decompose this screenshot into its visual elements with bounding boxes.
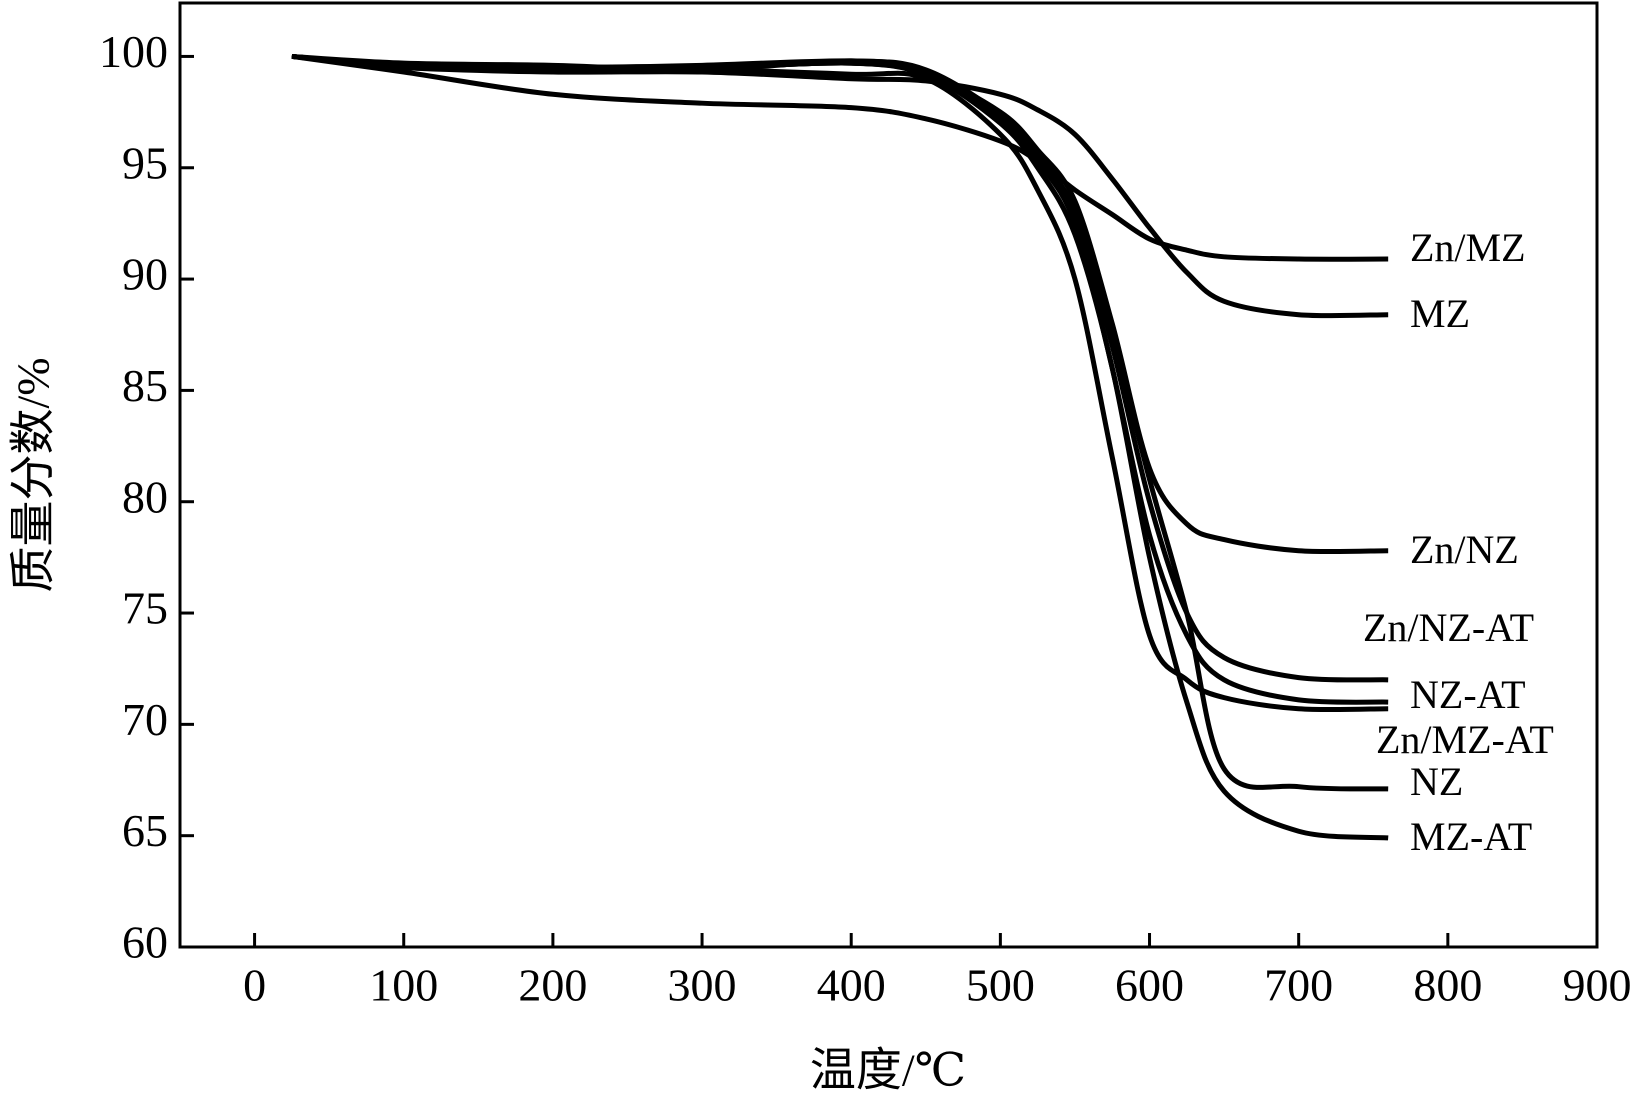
x-tick-label: 100: [369, 960, 438, 1011]
series-line: [291, 53, 1389, 841]
y-tick-label: 75: [122, 583, 168, 634]
y-tick-label: 100: [99, 26, 168, 77]
series-label: MZ: [1410, 291, 1470, 336]
series-label: Zn/NZ: [1410, 527, 1519, 572]
x-tick-label: 0: [243, 960, 266, 1011]
x-tick-label: 600: [1115, 960, 1184, 1011]
y-tick-label: 65: [122, 805, 168, 856]
series-line: [291, 53, 1389, 555]
x-tick-label: 300: [668, 960, 737, 1011]
series-label: NZ-AT: [1410, 672, 1526, 717]
series-line: [291, 53, 1389, 262]
series-label: Zn/MZ-AT: [1376, 717, 1554, 762]
series-line: [291, 53, 1389, 713]
y-tick-label: 70: [122, 694, 168, 745]
x-tick-label: 400: [817, 960, 886, 1011]
series-line: [291, 53, 1389, 683]
series-line: [291, 53, 1389, 319]
y-tick-label: 80: [122, 471, 168, 522]
x-axis-title: 温度/℃: [810, 1045, 966, 1096]
series-label: MZ-AT: [1410, 814, 1532, 859]
x-tick-label: 200: [518, 960, 587, 1011]
x-tick-label: 800: [1413, 960, 1482, 1011]
series-label: NZ: [1410, 759, 1463, 804]
y-tick-label: 60: [122, 917, 168, 968]
y-tick-label: 95: [122, 137, 168, 188]
x-tick-label: 500: [966, 960, 1035, 1011]
series-label: Zn/MZ: [1410, 225, 1526, 270]
x-tick-label: 900: [1563, 960, 1632, 1011]
y-tick-label: 90: [122, 249, 168, 300]
series-line: [291, 53, 1389, 705]
y-axis-title: 质量分数/%: [8, 357, 59, 592]
series-label: Zn/NZ-AT: [1363, 605, 1534, 650]
plot-frame: [178, 1, 1599, 949]
x-tick-label: 700: [1264, 960, 1333, 1011]
y-tick-label: 85: [122, 360, 168, 411]
